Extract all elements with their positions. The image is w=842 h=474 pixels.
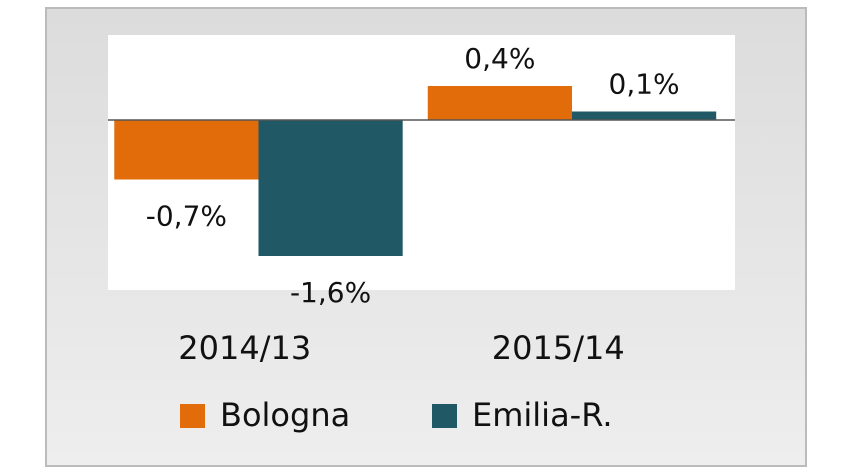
x-tick-label: 2014/13 (178, 329, 311, 367)
bar (427, 86, 572, 120)
legend-label: Bologna (220, 396, 350, 434)
data-label: -1,6% (290, 276, 371, 309)
legend-swatch (180, 404, 205, 428)
legend-label: Emilia-R. (472, 396, 612, 434)
data-label: -0,7% (146, 200, 227, 233)
x-tick-label: 2015/14 (492, 329, 625, 367)
bar (571, 111, 717, 120)
legend-swatch (432, 404, 457, 428)
data-label: 0,4% (464, 42, 535, 75)
bar (114, 120, 259, 180)
data-label: 0,1% (609, 68, 680, 101)
bar (258, 120, 403, 256)
